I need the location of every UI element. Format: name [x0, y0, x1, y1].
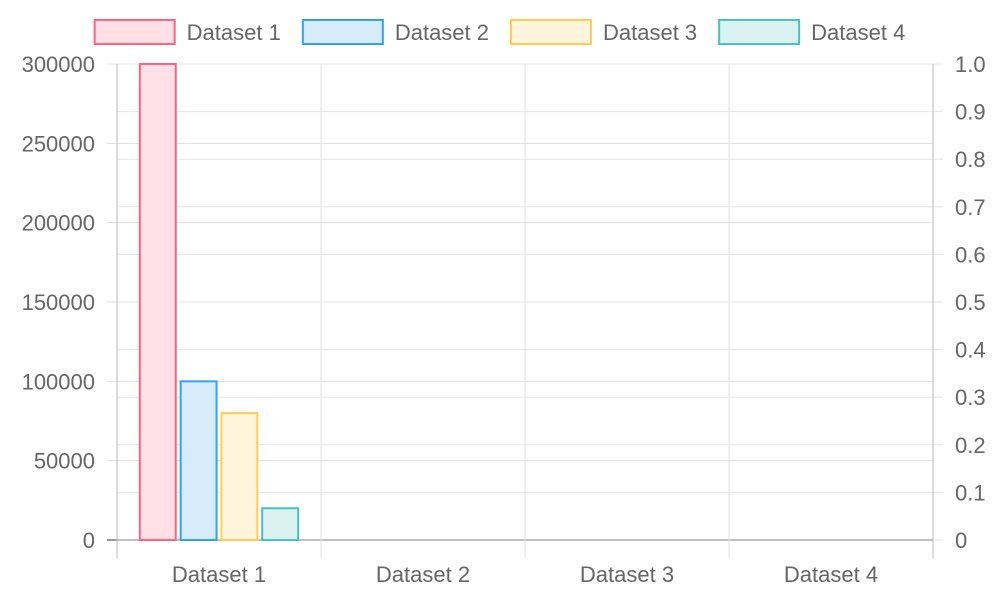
y-left-tick-label: 300000: [22, 52, 95, 77]
bar[interactable]: [261, 507, 300, 541]
bar[interactable]: [138, 63, 177, 541]
bar[interactable]: [220, 412, 259, 542]
x-tick-label: Dataset 1: [172, 562, 266, 587]
y-left-tick-label: 0: [83, 528, 95, 553]
x-tick-label: Dataset 4: [784, 562, 878, 587]
y-left-tick-label: 250000: [22, 131, 95, 156]
legend-item[interactable]: Dataset 1: [93, 19, 281, 45]
legend-item[interactable]: Dataset 4: [718, 19, 905, 45]
y-right-tick-label: 0.5: [955, 290, 986, 315]
legend-label: Dataset 4: [811, 20, 905, 45]
legend-label: Dataset 3: [603, 20, 697, 45]
y-right-tick-label: 0.3: [955, 385, 986, 410]
legend-swatch: [510, 19, 592, 45]
legend-item[interactable]: Dataset 3: [510, 19, 697, 45]
y-right-tick-label: 1.0: [955, 52, 986, 77]
bar[interactable]: [179, 380, 218, 542]
y-left-tick-label: 50000: [34, 449, 95, 474]
y-right-tick-label: 0.8: [955, 147, 986, 172]
y-right-tick-label: 0: [955, 528, 967, 553]
y-left-tick-label: 200000: [22, 211, 95, 236]
legend[interactable]: Dataset 1 Dataset 2 Dataset 3 Dataset 4: [93, 19, 906, 45]
x-tick-label: Dataset 3: [580, 562, 674, 587]
legend-item[interactable]: Dataset 2: [301, 19, 489, 45]
y-right-tick-label: 0.1: [955, 480, 986, 505]
grid-layer: [107, 63, 943, 558]
y-left-tick-label: 150000: [22, 290, 95, 315]
y-right-tick-label: 0.9: [955, 100, 986, 125]
legend-label: Dataset 2: [395, 20, 489, 45]
y-right-tick-label: 0.7: [955, 195, 986, 220]
legend-swatch: [718, 19, 801, 45]
y-right-tick-label: 0.6: [955, 242, 986, 267]
axes-layer: 0 50000 100000 150000 200000 250000 300000 0 0.1…: [22, 52, 986, 587]
legend-label: Dataset 1: [187, 20, 281, 45]
x-tick-label: Dataset 2: [376, 562, 470, 587]
bars-layer: [138, 63, 300, 542]
y-right-tick-label: 0.2: [955, 433, 986, 458]
legend-swatch: [93, 19, 176, 45]
y-right-tick-label: 0.4: [955, 338, 986, 363]
y-left-tick-label: 100000: [22, 369, 95, 394]
legend-swatch: [301, 19, 384, 45]
